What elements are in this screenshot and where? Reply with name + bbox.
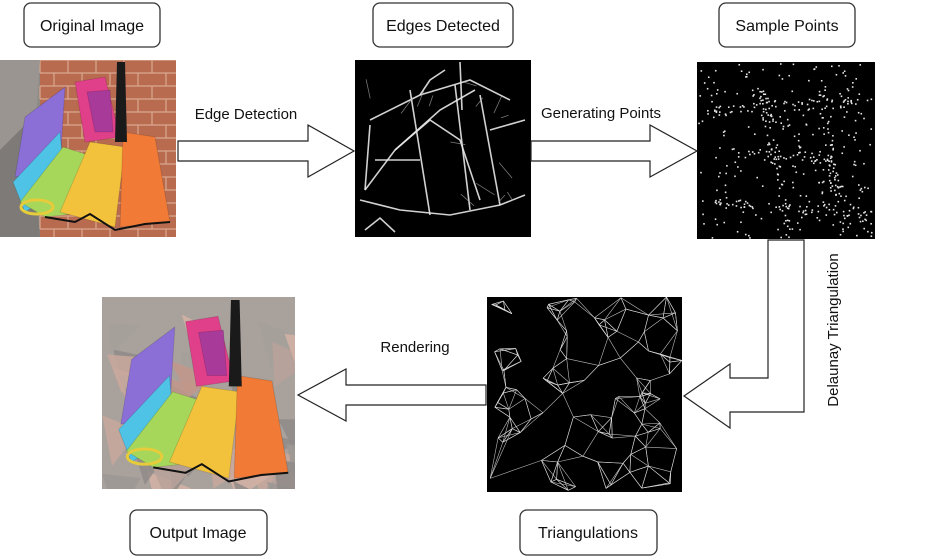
original-image — [0, 60, 176, 237]
arrow-generating-points — [530, 123, 699, 179]
label-original-image: Original Image — [23, 2, 161, 48]
label-output-image-text: Output Image — [150, 525, 247, 542]
umbrella-graphic — [12, 62, 171, 232]
label-sample-points-text: Sample Points — [735, 18, 838, 35]
edges-detected-image — [355, 60, 531, 237]
edge-lines — [359, 61, 526, 233]
label-edges-detected: Edges Detected — [372, 2, 514, 48]
arrow-delaunay-triangulation — [682, 239, 805, 430]
triangle-mesh — [489, 297, 682, 491]
label-output-image: Output Image — [129, 509, 268, 556]
step-generating-points: Generating Points — [541, 105, 661, 122]
low-poly-umbrella — [118, 300, 289, 483]
label-sample-points: Sample Points — [718, 2, 856, 48]
arrow-edge-detection — [177, 123, 356, 179]
label-triangulations: Triangulations — [519, 509, 658, 556]
step-delaunay-triangulation: Delaunay Triangulation — [825, 253, 842, 406]
label-triangulations-text: Triangulations — [538, 525, 638, 542]
sample-points-image — [697, 62, 875, 239]
step-rendering: Rendering — [380, 339, 449, 356]
output-image — [102, 297, 295, 489]
arrow-rendering — [296, 367, 487, 423]
step-edge-detection: Edge Detection — [195, 106, 298, 123]
triangulations-image — [487, 297, 682, 492]
sample-point-dots — [698, 63, 873, 239]
label-original-image-text: Original Image — [40, 18, 144, 35]
label-edges-detected-text: Edges Detected — [386, 18, 500, 35]
